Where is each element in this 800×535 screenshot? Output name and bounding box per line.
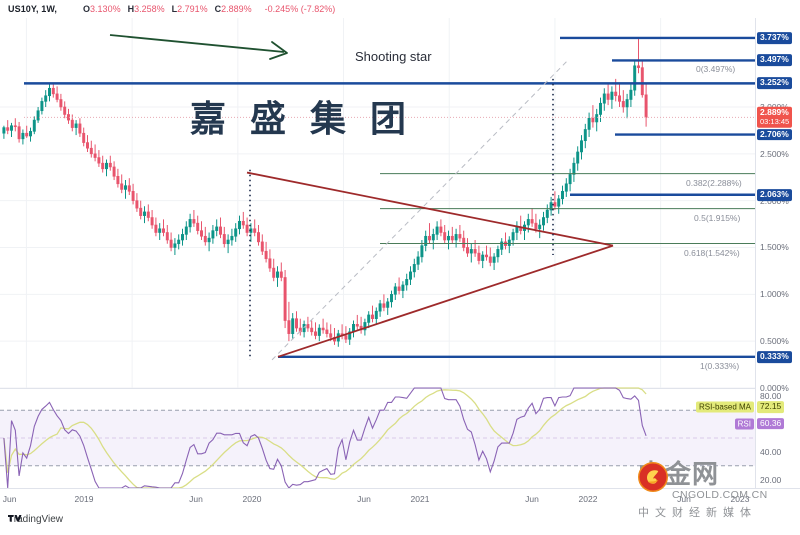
rsi-tick: 40.00	[760, 446, 782, 457]
close-value: C2.889%	[214, 4, 252, 14]
cngold-tagline: 中文财经新媒体	[638, 506, 757, 519]
price-pane[interactable]: 嘉盛集团 Shooting star 0(3.497%) 0.382(2.288%…	[0, 18, 755, 389]
price-tick: 3.000%	[760, 102, 789, 112]
brand-char-2: 集	[310, 99, 349, 140]
tradingview-logo[interactable]: TradingView	[8, 514, 63, 525]
rsi-series-label: RSI-based MA	[695, 401, 754, 413]
tradingview-label: TradingView	[8, 514, 64, 525]
time-tick: 2021	[410, 494, 430, 504]
high-value: H3.258%	[127, 4, 165, 14]
time-tick: Jun	[189, 494, 203, 504]
cngold-logo-icon	[638, 462, 668, 492]
rsi-tick: 80.00	[760, 391, 782, 402]
rsi-ma-value-tag[interactable]: 72.15	[757, 401, 785, 414]
price-level-tag[interactable]: 2.063%	[757, 188, 792, 201]
time-tick: 2019	[74, 494, 94, 504]
time-tick: Jun	[525, 494, 539, 504]
price-tick: 2.000%	[760, 195, 789, 206]
time-tick: Jun	[2, 494, 17, 504]
cngold-domain: CNGOLD.COM.CN	[672, 489, 768, 501]
price-tick: 2.500%	[760, 148, 789, 159]
time-tick: Jun	[677, 494, 691, 504]
shooting-star-annotation: Shooting star	[355, 49, 432, 64]
fib-label: 1(0.333%)	[700, 360, 740, 371]
cngold-watermark: 中金网 CNGOLD.COM.CN 中文财经新媒体	[638, 462, 768, 520]
candlestick-series	[2, 37, 648, 347]
chart-legend: US10Y, 1W, O3.130% H3.258% L2.791% C2.88…	[0, 0, 800, 18]
price-level-tag[interactable]: 3.252%	[757, 77, 792, 90]
fib-label: 0.618(1.542%)	[684, 247, 740, 258]
pane-divider	[0, 388, 755, 389]
current-price-value: 2.889%	[760, 107, 789, 118]
brand-watermark: 嘉盛集团	[190, 90, 408, 142]
current-price-tag[interactable]: 2.889% 03:13:45	[757, 107, 793, 128]
rsi-axis[interactable]: 80.00 40.00 20.00 72.15 60.36	[755, 388, 800, 488]
price-level-tag[interactable]: 3.737%	[757, 32, 792, 44]
ohlc-values: O3.130% H3.258% L2.791% C2.889% -0.245% …	[83, 4, 335, 14]
bar-countdown: 03:13:45	[760, 116, 790, 126]
open-value: O3.130%	[83, 4, 121, 14]
low-value: L2.791%	[171, 4, 208, 14]
time-tick: 2023	[730, 494, 750, 504]
rsi-series	[0, 387, 755, 489]
tradingview-glyph	[8, 515, 22, 522]
rsi-pane[interactable]: RSI-based MA RSI	[0, 387, 755, 489]
time-tick: 2020	[242, 494, 262, 504]
change-value: -0.245% (-7.82%)	[264, 4, 336, 14]
price-level-tag[interactable]: 0.333%	[757, 350, 792, 363]
price-tick: 0.500%	[760, 336, 789, 347]
price-level-tag[interactable]: 3.497%	[757, 54, 792, 67]
price-tick: 1.500%	[760, 242, 789, 253]
fib-label: 0(3.497%)	[696, 64, 736, 75]
fib-label: 0.5(1.915%)	[694, 212, 741, 223]
price-axis[interactable]: 3.000% 2.500% 2.000% 1.500% 1.000% 0.500% 0.00…	[755, 18, 800, 393]
fib-label: 0.382(2.288%)	[686, 177, 742, 188]
brand-char-3: 团	[370, 99, 409, 140]
time-tick: Jun	[357, 494, 371, 504]
brand-char-0: 嘉	[190, 99, 229, 140]
price-tick: 0.000%	[760, 383, 789, 393]
brand-char-1: 盛	[250, 99, 289, 140]
cngold-row: 中金网	[638, 462, 768, 492]
symbol-label[interactable]: US10Y, 1W,	[8, 4, 58, 14]
price-tick: 1.000%	[760, 289, 789, 300]
drawings-layer[interactable]	[0, 18, 755, 388]
time-axis[interactable]: Jun 2019 Jun 2020 Jun 2021 Jun 2022 Jun 2023	[0, 488, 800, 510]
rsi-series-label: RSI	[734, 418, 754, 430]
price-level-tag[interactable]: 2.706%	[757, 128, 792, 141]
time-tick: 2022	[578, 494, 598, 504]
rsi-tick: 20.00	[760, 474, 782, 485]
rsi-value-tag[interactable]: 60.36	[757, 417, 785, 430]
